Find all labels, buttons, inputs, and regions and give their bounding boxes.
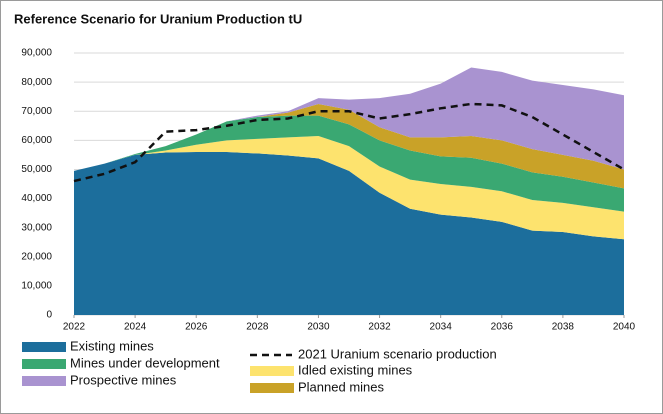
area [74,103,624,189]
x-tick-label: 2038 [552,322,575,333]
y-tick-label: 10,000 [21,281,52,292]
x-tick-label: 2024 [124,322,147,333]
legend-label: Mines under development [70,355,220,370]
y-tick-label: 30,000 [21,222,52,233]
legend-label: Prospective mines [70,372,177,387]
area [74,67,624,171]
x-tick-label: 2028 [246,322,269,333]
y-tick-label: 0 [46,310,52,321]
legend-swatch [250,383,294,393]
legend-label: Planned mines [298,379,384,394]
chart-title: Reference Scenario for Uranium Productio… [14,11,302,26]
x-tick-label: 2036 [491,322,514,333]
legend-swatch [22,342,66,352]
y-tick-label: 90,000 [21,48,52,59]
area [74,151,624,315]
area [74,115,624,212]
y-tick-label: 40,000 [21,193,52,204]
y-tick-label: 20,000 [21,251,52,262]
area [74,135,624,240]
legend-swatch [22,376,66,386]
x-tick-label: 2032 [368,322,391,333]
y-tick-label: 50,000 [21,164,52,175]
legend-label: Idled existing mines [298,362,413,377]
y-tick-label: 80,000 [21,77,52,88]
x-tick-label: 2030 [307,322,330,333]
y-tick-label: 70,000 [21,106,52,117]
legend-swatch [22,359,66,369]
x-tick-label: 2034 [430,322,453,333]
legend-swatch [250,366,294,376]
x-tick-label: 2026 [185,322,208,333]
x-tick-label: 2022 [63,322,86,333]
y-tick-label: 60,000 [21,135,52,146]
legend-label: 2021 Uranium scenario production [298,346,497,361]
line [73,102,625,183]
legend-label: Existing mines [70,338,154,353]
x-tick-label: 2040 [613,322,636,333]
